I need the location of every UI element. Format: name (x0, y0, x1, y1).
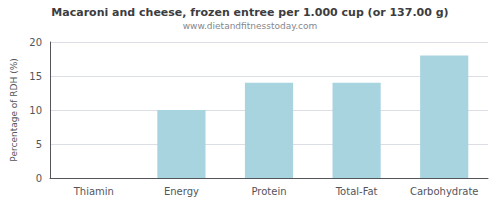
svg-text:Carbohydrate: Carbohydrate (410, 186, 479, 197)
svg-text:Protein: Protein (251, 186, 286, 197)
svg-text:10: 10 (29, 105, 42, 116)
svg-text:Energy: Energy (164, 186, 199, 197)
svg-text:Thiamin: Thiamin (73, 186, 114, 197)
svg-text:Total-Fat: Total-Fat (335, 186, 378, 197)
svg-text:15: 15 (29, 71, 42, 82)
svg-text:20: 20 (29, 37, 42, 48)
svg-text:Percentage of RDH (%): Percentage of RDH (%) (9, 58, 19, 161)
svg-text:5: 5 (36, 139, 42, 150)
svg-text:www.dietandfitnesstoday.com: www.dietandfitnesstoday.com (183, 21, 318, 31)
svg-text:0: 0 (36, 173, 42, 184)
svg-text:Macaroni and cheese, frozen en: Macaroni and cheese, frozen entree per 1… (51, 6, 448, 19)
